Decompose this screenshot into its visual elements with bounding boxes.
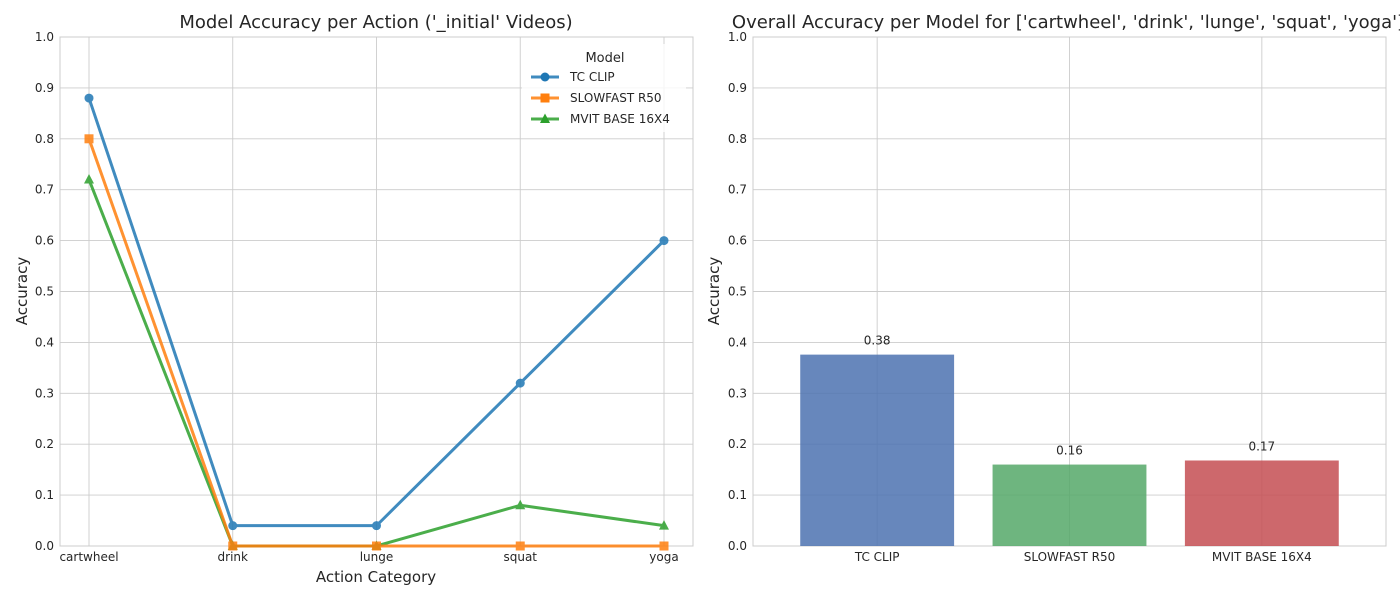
data-point — [84, 93, 94, 103]
legend-label: TC CLIP — [569, 70, 615, 84]
data-point — [84, 134, 94, 144]
x-tick-label: SLOWFAST R50 — [1024, 550, 1116, 564]
legend-item: SLOWFAST R50 — [531, 91, 662, 105]
legend-item: MVIT BASE 16X4 — [531, 112, 670, 126]
data-point — [372, 521, 381, 531]
x-tick-label: MVIT BASE 16X4 — [1212, 550, 1312, 564]
y-tick-label: 0.1 — [728, 488, 747, 502]
bar-chart-data-labels: 0.38 0.16 0.17 — [864, 334, 1275, 458]
legend-marker — [540, 113, 550, 123]
data-point — [659, 541, 669, 551]
data-point — [515, 499, 526, 510]
line-chart-series — [84, 93, 669, 551]
y-tick-label: 0.2 — [35, 437, 54, 451]
y-tick-label: 0.4 — [728, 335, 747, 349]
y-tick-label: 0.3 — [35, 386, 54, 400]
bar-chart-y-ticks: 0.0 0.1 0.2 0.3 0.4 0.5 0.6 0.7 0.8 0.9 1.0 — [728, 30, 747, 553]
series-tc-clip — [84, 93, 669, 531]
y-tick-label: 0.5 — [728, 285, 747, 299]
y-tick-label: 0.5 — [35, 285, 54, 299]
data-point — [515, 378, 525, 388]
bar — [1184, 460, 1339, 546]
y-tick-label: 0.8 — [35, 132, 54, 146]
bar-chart-x-ticks: TC CLIP SLOWFAST R50 MVIT BASE 16X4 — [854, 550, 1312, 564]
y-tick-label: 0.6 — [728, 234, 747, 248]
bar — [800, 354, 955, 546]
legend-marker — [540, 93, 550, 103]
bar-chart-y-axis-label: Accuracy — [705, 257, 723, 326]
legend-label: MVIT BASE 16X4 — [570, 112, 670, 126]
y-tick-label: 0.8 — [728, 132, 747, 146]
legend-items: TC CLIP SLOWFAST R50 MVIT BASE 16X4 — [531, 70, 670, 126]
legend-frame — [522, 44, 686, 132]
bar-chart-title: Overall Accuracy per Model for ['cartwhe… — [732, 12, 1400, 33]
y-tick-label: 0.2 — [728, 437, 747, 451]
bar-chart-bars — [800, 354, 1339, 546]
x-tick-label: drink — [218, 550, 248, 564]
data-point — [515, 541, 525, 551]
x-tick-label: TC CLIP — [854, 550, 900, 564]
data-point — [372, 541, 381, 551]
bar-chart: Overall Accuracy per Model for ['cartwhe… — [705, 12, 1400, 564]
line-chart-title: Model Accuracy per Action ('_initial' Vi… — [179, 12, 572, 33]
y-tick-label: 0.6 — [35, 234, 54, 248]
y-tick-label: 0.7 — [728, 183, 747, 197]
x-tick-label: yoga — [649, 550, 678, 564]
line-chart-y-axis-label: Accuracy — [13, 257, 31, 326]
y-tick-label: 0.0 — [35, 539, 54, 553]
x-tick-label: lunge — [360, 550, 394, 564]
line-chart-legend: Model TC CLIP SLOWFAST R50 MVIT BASE 16X4 — [522, 44, 686, 132]
bar-data-label: 0.38 — [864, 334, 891, 348]
line-chart-x-axis-label: Action Category — [316, 568, 436, 586]
x-tick-label: cartwheel — [59, 550, 118, 564]
x-tick-label: squat — [503, 550, 537, 564]
legend-item: TC CLIP — [531, 70, 615, 84]
line-chart-y-ticks: 0.0 0.1 0.2 0.3 0.4 0.5 0.6 0.7 0.8 0.9 1.0 — [35, 30, 54, 553]
legend-marker — [540, 72, 550, 82]
series-slowfast-r50 — [84, 134, 669, 551]
y-tick-label: 0.3 — [728, 386, 747, 400]
legend-title: Model — [585, 51, 624, 66]
y-tick-label: 0.9 — [728, 81, 747, 95]
y-tick-label: 1.0 — [35, 30, 54, 44]
y-tick-label: 1.0 — [728, 30, 747, 44]
data-point — [228, 541, 238, 551]
line-chart: Model Accuracy per Action ('_initial' Vi… — [13, 12, 694, 586]
legend-label: SLOWFAST R50 — [570, 91, 662, 105]
y-tick-label: 0.7 — [35, 183, 54, 197]
data-point — [659, 520, 669, 530]
data-point — [659, 236, 669, 246]
y-tick-label: 0.0 — [728, 539, 747, 553]
data-point — [84, 174, 94, 184]
y-tick-label: 0.4 — [35, 335, 54, 349]
bar-data-label: 0.17 — [1248, 439, 1275, 453]
bar-data-label: 0.16 — [1056, 444, 1083, 458]
data-point — [228, 521, 238, 531]
y-tick-label: 0.9 — [35, 81, 54, 95]
line-chart-x-ticks: cartwheel drink lunge squat yoga — [59, 550, 678, 564]
bar — [992, 464, 1147, 546]
y-tick-label: 0.1 — [35, 488, 54, 502]
